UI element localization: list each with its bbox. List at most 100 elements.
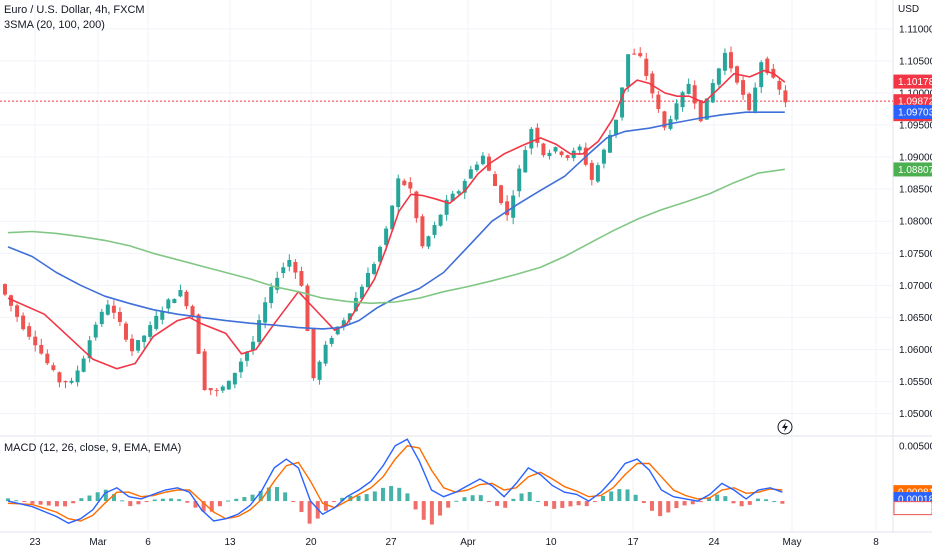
y-tick-label: 1.07000 [899, 281, 932, 292]
macd-hist-up [470, 495, 475, 502]
candle-up [323, 344, 328, 364]
x-tick-label: May [783, 537, 802, 548]
candle-up [517, 168, 522, 192]
candle-up [710, 83, 715, 103]
macd-hist-up [258, 491, 263, 502]
candle-down [559, 151, 564, 156]
macd-hist-down [299, 501, 304, 513]
macd-hist-down [747, 501, 752, 505]
currency-label: USD [898, 4, 920, 15]
macd-hist-up [609, 491, 614, 502]
lightning-bolt-icon[interactable] [777, 419, 793, 435]
y-tick-label: 1.05500 [899, 377, 932, 388]
macd-hist-up [511, 498, 516, 502]
macd-hist-up [120, 500, 125, 502]
macd-hist-down [438, 501, 443, 516]
y-tick-label: 1.09000 [899, 153, 932, 164]
candle-down [662, 111, 667, 128]
candle-down [293, 261, 298, 273]
macd-signal-line [7, 445, 783, 522]
price-tag-box [893, 74, 932, 89]
macd-hist-up [454, 500, 459, 502]
x-tick-label: 24 [708, 537, 720, 548]
macd-hist-down [576, 501, 581, 506]
macd-hist-up [527, 492, 532, 502]
candle-up [353, 297, 358, 312]
macd-hist-up [152, 499, 157, 502]
candle-down [202, 351, 207, 391]
macd-hist-up [14, 500, 19, 502]
macd-hist-up [707, 497, 712, 502]
price-tag-box [893, 162, 932, 177]
macd-hist-up [340, 497, 345, 502]
y-tick-label: 1.05000 [899, 409, 932, 420]
macd-hist-up [380, 487, 385, 502]
candle-down [644, 58, 649, 76]
candle-down [305, 285, 310, 332]
candle-down [565, 155, 570, 158]
candle-down [130, 338, 135, 352]
price-tag: 1.09703 [893, 105, 932, 120]
candle-up [607, 134, 612, 153]
macd-y-tick-label: 0.00500 [899, 441, 932, 452]
candle-up [238, 361, 243, 373]
macd-hist-down [291, 501, 296, 503]
candle-up [722, 52, 727, 71]
macd-hist-up [617, 489, 622, 502]
candle-up [547, 152, 552, 157]
macd-hist-down [544, 501, 549, 507]
candle-down [190, 306, 195, 317]
macd-hist-down [560, 501, 565, 508]
x-tick-label: 17 [627, 537, 639, 548]
candle-up [263, 302, 268, 323]
candle-down [214, 390, 219, 392]
candle-up [69, 380, 74, 383]
candle-down [196, 314, 201, 354]
macd-hist-up [226, 500, 231, 502]
price-tag-label: 1.09872 [898, 97, 932, 108]
candle-down [741, 80, 746, 95]
x-tick-label: 27 [385, 537, 397, 548]
candle-up [601, 149, 606, 164]
candle-down [57, 372, 62, 383]
y-tick-label: 1.11000 [899, 24, 932, 35]
y-tick-label: 1.07500 [899, 249, 932, 260]
macd-hist-down [658, 501, 663, 517]
macd-hist-up [79, 498, 84, 502]
macd-hist-down [446, 501, 451, 508]
candle-up [426, 236, 431, 247]
candle-up [378, 246, 383, 262]
macd-hist-down [429, 501, 434, 525]
macd-hist-down [71, 501, 76, 504]
candle-up [444, 199, 449, 215]
candle-down [408, 182, 413, 189]
macd-hist-down [63, 501, 68, 507]
candle-up [626, 54, 631, 87]
macd-hist-down [739, 501, 744, 507]
macd-hist-up [356, 495, 361, 502]
macd-hist-up [478, 495, 483, 502]
macd-hist-down [201, 501, 206, 512]
candle-up [148, 325, 153, 337]
macd-hist-up [755, 498, 760, 502]
macd-hist-up [715, 494, 720, 502]
candle-down [117, 311, 122, 322]
candle-up [142, 335, 147, 342]
candle-up [704, 98, 709, 120]
macd-hist-down [503, 501, 508, 508]
candle-down [63, 380, 68, 383]
macd-hist-down [323, 501, 328, 511]
macd-hist-down [136, 501, 141, 505]
macd-hist-up [723, 496, 728, 502]
macd-tag-label: 0.00018 [898, 495, 932, 506]
candle-up [529, 128, 534, 149]
macd-hist-down [185, 501, 190, 503]
x-tick-label: 8 [873, 537, 879, 548]
macd-hist-down [682, 501, 687, 506]
price-tag-box [893, 105, 932, 120]
macd-hist-up [601, 495, 606, 502]
macd-hist-down [413, 501, 418, 510]
candle-up [136, 340, 141, 351]
